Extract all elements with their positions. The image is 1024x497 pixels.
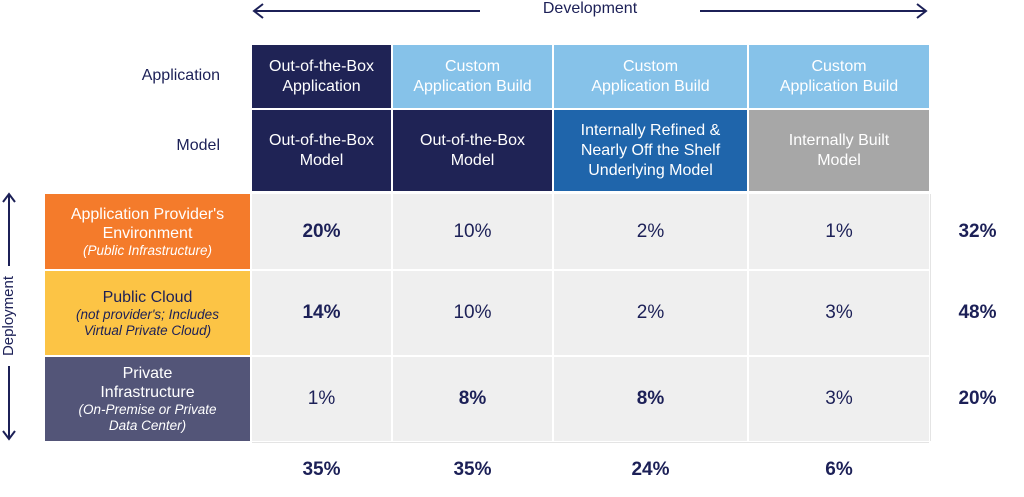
- cell-r2-c2: 10%: [393, 271, 552, 355]
- row-label-1: Application Provider's Environment (Publ…: [45, 194, 250, 269]
- model-header-3-line-1: Internally Refined &: [580, 121, 721, 139]
- app-header-2: Custom Application Build: [393, 45, 552, 108]
- model-header-2: Out-of-the-Box Model: [393, 110, 552, 191]
- development-arrow-right-head: [916, 3, 928, 19]
- development-arrow: [252, 3, 928, 19]
- deployment-label: Deployment: [0, 275, 17, 357]
- row-label-1-subtitle-1: (Public Infrastructure): [82, 242, 213, 258]
- application-row-label: Application: [141, 67, 220, 84]
- deployment-arrow-top-head: [2, 192, 16, 203]
- app-header-3-line-2: Application Build: [591, 77, 710, 95]
- app-header-1: Out-of-the-Box Application: [252, 45, 391, 108]
- cell-r1-c1: 20%: [252, 194, 391, 269]
- development-arrow-left-head: [252, 3, 264, 19]
- model-header-3-line-2: Nearly Off the Shelf: [580, 141, 721, 159]
- cell-r1-c2: 10%: [393, 194, 552, 269]
- row-label-2-subtitle-2: Virtual Private Cloud): [83, 322, 212, 338]
- model-header-4-line-1: Internally Built: [788, 131, 890, 149]
- totals-column-separator: [930, 194, 931, 441]
- row-label-1-title-2: Environment: [102, 224, 193, 242]
- cell-r1-c4: 1%: [749, 194, 929, 269]
- cell-r2-c4: 3%: [749, 271, 929, 355]
- row-label-2: Public Cloud (not provider's; Includes V…: [45, 271, 250, 355]
- deployment-arrow-bottom-head: [2, 430, 16, 441]
- app-header-4-line-1: Custom: [811, 57, 867, 75]
- deployment-arrow: [2, 192, 16, 441]
- column-total-2: 35%: [453, 459, 492, 480]
- cell-r3-c4: 3%: [749, 357, 929, 441]
- cell-r1-c3: 2%: [554, 194, 747, 269]
- model-header-2-line-2: Model: [450, 151, 495, 169]
- column-total-3: 24%: [631, 459, 670, 480]
- model-header-4: Internally Built Model: [749, 110, 929, 191]
- model-header-2-line-1: Out-of-the-Box: [420, 131, 525, 149]
- row-label-3-title-1: Private: [122, 365, 173, 382]
- column-total-1: 35%: [302, 459, 341, 480]
- app-header-3: Custom Application Build: [554, 45, 747, 108]
- app-header-3-line-1: Custom: [622, 57, 679, 75]
- column-total-4: 6%: [825, 459, 853, 480]
- cell-r3-c3: 8%: [554, 357, 747, 441]
- row-label-3-subtitle-2: Data Center): [108, 418, 187, 433]
- row-label-2-title-1: Public Cloud: [102, 288, 193, 306]
- cell-r2-c1: 14%: [252, 271, 391, 355]
- row-total-3: 20%: [958, 388, 997, 409]
- model-header-4-line-2: Model: [817, 151, 861, 169]
- cell-r3-c1: 1%: [252, 357, 391, 441]
- row-total-1: 32%: [958, 220, 997, 242]
- model-row-label: Model: [176, 137, 220, 154]
- row-total-2: 48%: [958, 302, 997, 323]
- model-header-1-line-1: Out-of-the-Box: [269, 131, 374, 149]
- model-header-1: Out-of-the-Box Model: [252, 110, 391, 191]
- row-label-3-title-2: Infrastructure: [100, 384, 195, 401]
- app-header-4-line-2: Application Build: [779, 77, 899, 95]
- cell-r2-c3: 2%: [554, 271, 747, 355]
- cell-r3-c2: 8%: [393, 357, 552, 441]
- row-label-3-subtitle-1: (On-Premise or Private: [78, 402, 217, 417]
- app-header-1-line-1: Out-of-the-Box: [269, 57, 374, 75]
- development-label: Development: [542, 0, 638, 17]
- app-header-2-line-1: Custom: [444, 57, 501, 75]
- app-header-1-line-2: Application: [282, 77, 361, 95]
- totals-row-separator: [252, 442, 929, 443]
- model-header-1-line-2: Model: [299, 151, 344, 169]
- row-label-2-subtitle-1: (not provider's; Includes: [76, 306, 219, 322]
- model-header-3-line-3: Underlying Model: [588, 161, 713, 179]
- app-header-2-line-2: Application Build: [413, 77, 532, 95]
- row-label-3: Private Infrastructure (On-Premise or Pr…: [45, 357, 250, 441]
- app-header-4: Custom Application Build: [749, 45, 929, 108]
- row-label-1-title-1: Application Provider's: [70, 205, 225, 223]
- model-header-3: Internally Refined & Nearly Off the Shel…: [554, 110, 747, 191]
